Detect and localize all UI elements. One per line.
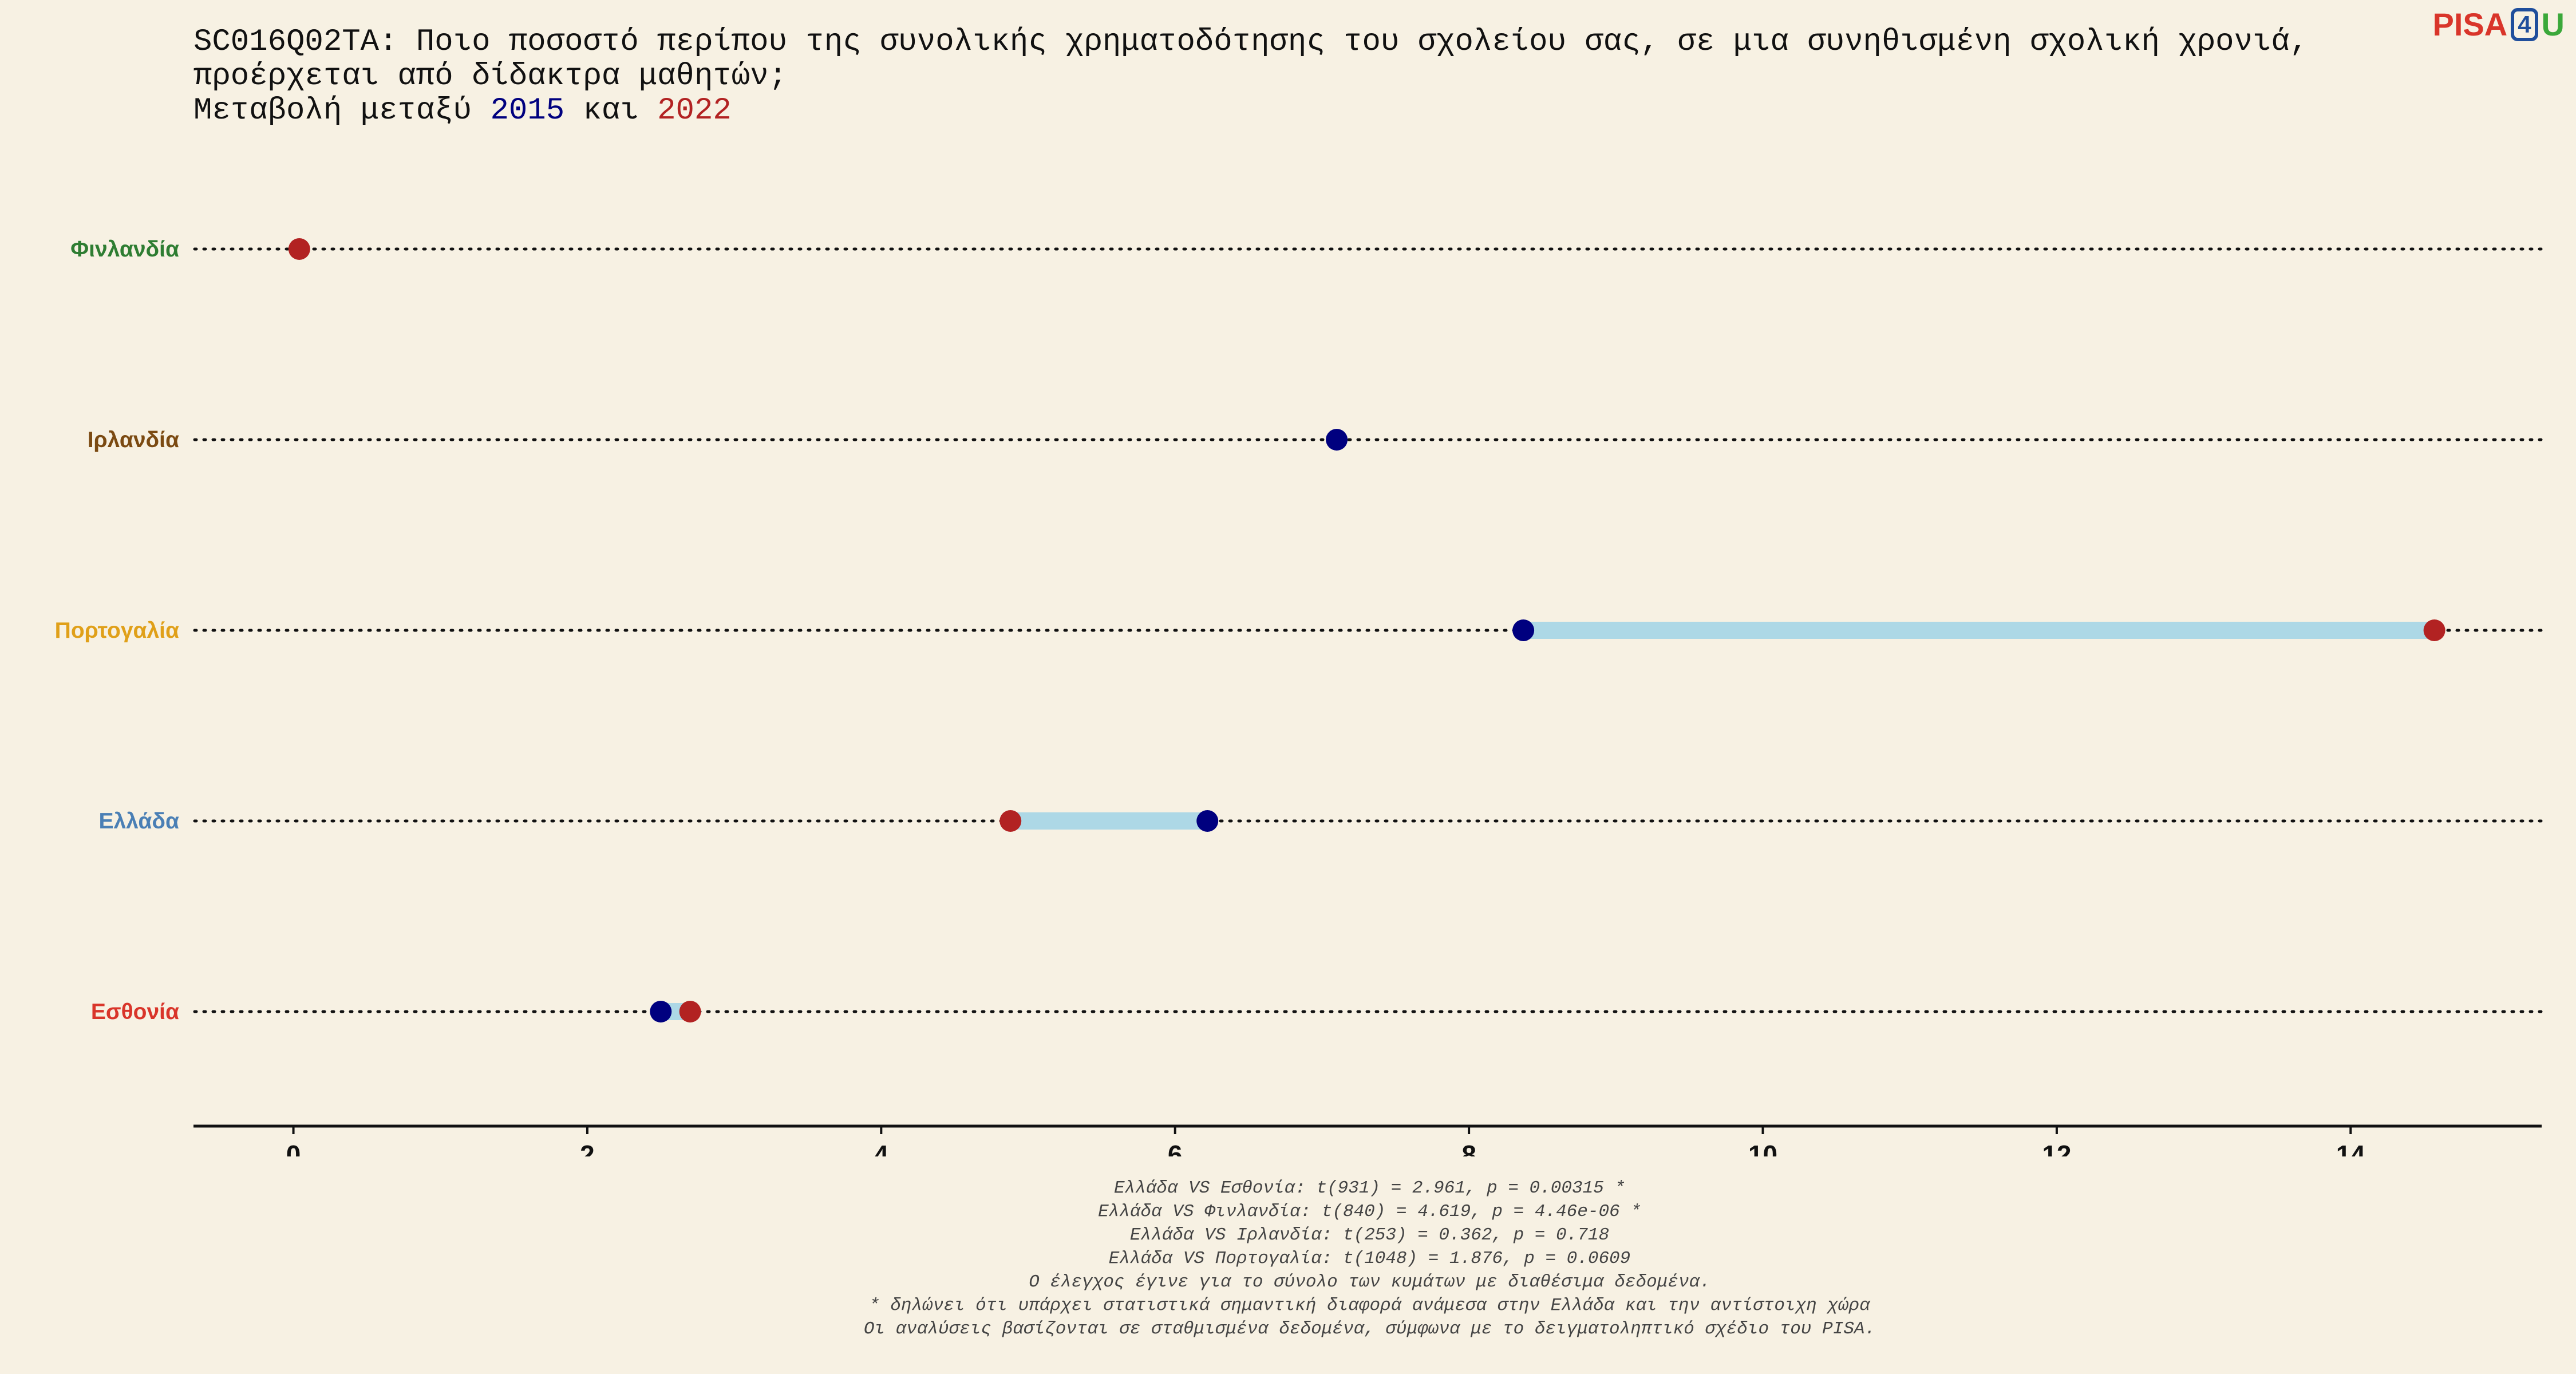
footnotes: Ελλάδα VS Εσθονία: t(931) = 2.961, p = 0… <box>0 1176 2576 1341</box>
point-2015 <box>1196 810 1219 832</box>
x-tick-label: 0 <box>286 1140 301 1156</box>
title-year-2022: 2022 <box>657 93 732 128</box>
x-tick-label: 4 <box>874 1140 889 1156</box>
title-line-2-prefix: Μεταβολή μεταξύ <box>193 93 491 128</box>
dumbbell-chart: Φινλανδία Ιρλανδία Πορτογαλία Ελλάδα Εσθονία… <box>55 237 2543 1156</box>
chart-rows: Φινλανδία Ιρλανδία Πορτογαλία Ελλάδα Εσθονία <box>55 237 2543 1024</box>
x-tick-label: 14 <box>2336 1140 2366 1156</box>
title-year-2015: 2015 <box>490 93 565 128</box>
footnote-line: * δηλώνει ότι υπάρχει στατιστικά σημαντι… <box>869 1296 1870 1316</box>
category-label: Ιρλανδία <box>88 428 179 452</box>
x-tick-label: 12 <box>2042 1140 2071 1156</box>
pisa4u-logo: PISA 4 U <box>2432 6 2565 43</box>
title-line-1: SC016Q02TA: Ποιο ποσοστό περίπου της συν… <box>193 25 2327 94</box>
x-tick-label: 8 <box>1461 1140 1476 1156</box>
footnote-line: Ελλάδα VS Ιρλανδία: t(253) = 0.362, p = … <box>1129 1225 1610 1245</box>
point-2022 <box>2423 619 2445 641</box>
x-axis: 0 2 4 6 8 10 12 14 <box>193 1124 2542 1156</box>
logo-pisa-text: PISA <box>2432 6 2508 42</box>
logo-four-badge: 4 <box>2511 7 2538 41</box>
x-tick-label: 6 <box>1168 1140 1183 1156</box>
category-label: Φινλανδία <box>70 237 179 262</box>
footnote-line: Ο έλεγχος έγινε για το σύνολο των κυμάτω… <box>1029 1272 1710 1292</box>
point-2015 <box>1326 429 1348 451</box>
point-2022 <box>999 810 1022 832</box>
x-tick-label: 2 <box>580 1140 595 1156</box>
category-label: Ελλάδα <box>98 809 179 834</box>
logo-u-text: U <box>2541 6 2565 42</box>
footnote-line: Ελλάδα VS Φινλανδία: t(840) = 4.619, p =… <box>1098 1202 1641 1222</box>
footnote-line: Οι αναλύσεις βασίζονται σε σταθμισμένα δ… <box>863 1319 1876 1339</box>
point-2015 <box>1512 619 1535 641</box>
footnote-line: Ελλάδα VS Εσθονία: t(931) = 2.961, p = 0… <box>1114 1178 1625 1198</box>
point-2022 <box>679 1001 701 1022</box>
category-label: Εσθονία <box>91 1000 179 1024</box>
point-2015 <box>650 1001 672 1022</box>
x-tick-label: 10 <box>1748 1140 1777 1156</box>
chart-title: SC016Q02TA: Ποιο ποσοστό περίπου της συν… <box>193 25 2426 128</box>
point-2022 <box>288 238 310 260</box>
footnote-line: Ελλάδα VS Πορτογαλία: t(1048) = 1.876, p… <box>1108 1249 1631 1269</box>
category-label: Πορτογαλία <box>55 618 179 643</box>
title-line-2-mid: και <box>564 93 658 128</box>
